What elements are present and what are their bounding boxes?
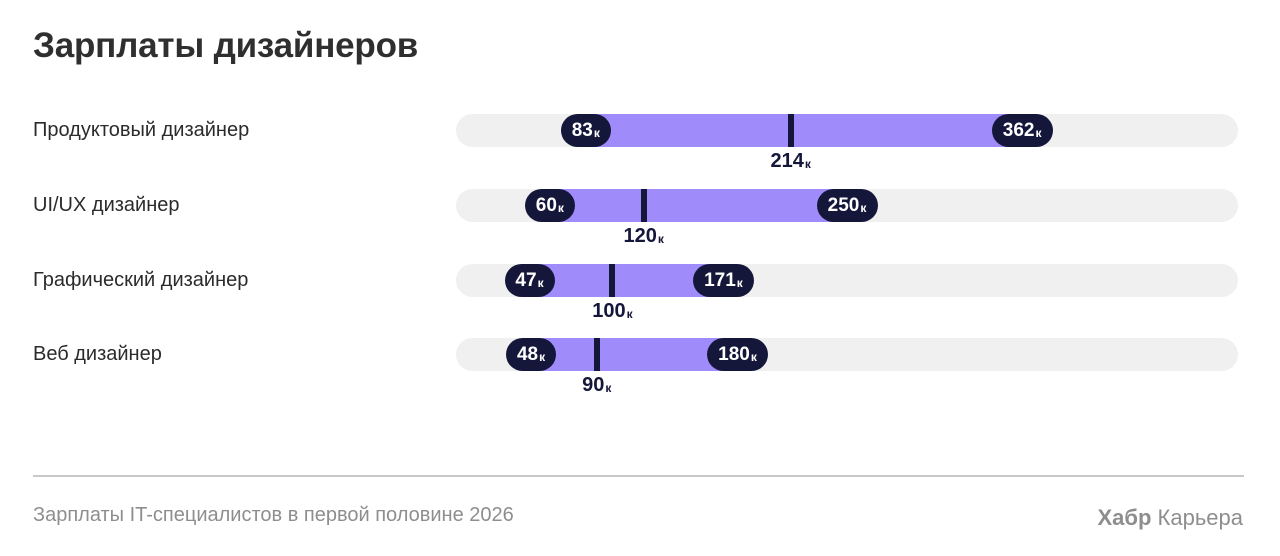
min-salary-pill: 47 к [504, 264, 555, 297]
median-salary-label: 214 к [770, 150, 810, 173]
min-salary-value: 83 [571, 119, 593, 141]
unit-suffix: к [557, 200, 564, 215]
unit-suffix: к [657, 231, 664, 246]
unit-suffix: к [605, 380, 612, 395]
role-label: Веб дизайнер [33, 343, 162, 365]
salary-track: 47 к 171 к 100 к [456, 264, 1238, 322]
max-salary-pill: 180 к [707, 338, 769, 371]
source-note: Зарплаты IT-специалистов в первой полови… [33, 504, 514, 526]
median-salary-value: 100 [592, 300, 626, 322]
median-salary-label: 90 к [582, 374, 611, 397]
min-salary-value: 47 [515, 269, 537, 291]
unit-suffix: к [1035, 125, 1042, 140]
min-salary-pill: 48 к [506, 338, 557, 371]
max-salary-value: 171 [704, 269, 736, 291]
unit-suffix: к [626, 306, 633, 321]
min-salary-pill: 83 к [560, 114, 611, 147]
salary-range-bar [549, 189, 847, 222]
max-salary-value: 250 [827, 194, 860, 216]
median-salary-value: 120 [623, 225, 657, 247]
salary-range-bar [529, 264, 724, 297]
min-salary-pill: 60 к [524, 189, 575, 222]
median-marker [787, 114, 794, 147]
unit-suffix: к [750, 349, 757, 364]
min-salary-value: 48 [516, 343, 539, 365]
salary-track: 48 к 180 к 90 к [456, 338, 1238, 396]
unit-suffix: к [537, 275, 544, 290]
unit-suffix: к [539, 349, 546, 364]
median-salary-value: 90 [582, 374, 605, 396]
median-marker [640, 189, 647, 222]
median-salary-label: 100 к [592, 300, 632, 323]
salary-row: UI/UX дизайнер 60 к 250 к 120 к [0, 189, 1280, 264]
salary-rows: Продуктовый дизайнер 83 к 362 к 214 к UI/UX диз… [0, 114, 1280, 413]
role-label: Продуктовый дизайнер [33, 119, 250, 141]
salary-range-bar [585, 114, 1023, 147]
salary-range-bar [531, 338, 738, 371]
footer-divider [33, 475, 1244, 477]
chart-title: Зарплаты дизайнеров [33, 26, 419, 65]
median-salary-label: 120 к [623, 225, 663, 248]
salary-track: 60 к 250 к 120 к [456, 189, 1238, 247]
role-label: UI/UX дизайнер [33, 194, 180, 216]
median-marker [593, 338, 600, 371]
unit-suffix: к [804, 156, 811, 171]
salary-row: Веб дизайнер 48 к 180 к 90 к [0, 338, 1280, 413]
brand-name-bold: Хабр [1097, 505, 1152, 530]
salary-row: Графический дизайнер 47 к 171 к 100 к [0, 264, 1280, 339]
role-label: Графический дизайнер [33, 269, 249, 291]
max-salary-value: 180 [718, 343, 750, 365]
salary-track: 83 к 362 к 214 к [456, 114, 1238, 172]
median-marker [609, 264, 616, 297]
brand-name-rest: Карьера [1157, 505, 1243, 530]
median-salary-value: 214 [770, 150, 804, 172]
max-salary-value: 362 [1002, 119, 1035, 141]
unit-suffix: к [860, 200, 867, 215]
unit-suffix: к [593, 125, 600, 140]
unit-suffix: к [736, 275, 743, 290]
max-salary-pill: 171 к [692, 264, 754, 297]
max-salary-pill: 250 к [816, 189, 878, 222]
brand-logo: Хабр Карьера [1097, 505, 1243, 531]
max-salary-pill: 362 к [991, 114, 1053, 147]
salary-row: Продуктовый дизайнер 83 к 362 к 214 к [0, 114, 1280, 189]
min-salary-value: 60 [535, 194, 557, 216]
